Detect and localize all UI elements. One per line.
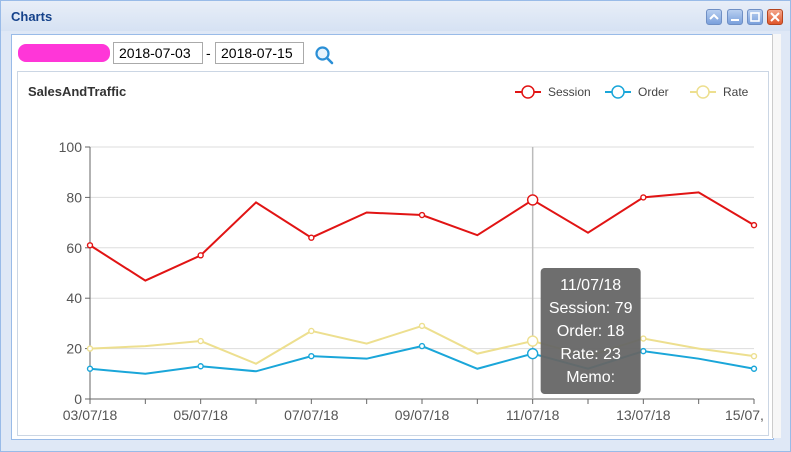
y-tick-label: 0 bbox=[74, 391, 82, 407]
y-tick-label: 60 bbox=[66, 240, 82, 256]
window-title: Charts bbox=[11, 9, 53, 24]
maximize-button[interactable] bbox=[747, 9, 763, 25]
window-body: - SalesAndTraffic 0 20 40 60 80 100 03/07/18 05/… bbox=[11, 34, 774, 440]
data-point-order bbox=[750, 365, 758, 372]
data-point-order bbox=[86, 365, 94, 372]
data-point-session bbox=[197, 252, 204, 259]
start-date-input[interactable] bbox=[113, 42, 203, 64]
tooltip: 11/07/18 Session: 79 Order: 18 Rate: 23 Memo… bbox=[540, 268, 641, 394]
sales-traffic-chart: SalesAndTraffic 0 20 40 60 80 100 03/07/18 05/07… bbox=[28, 84, 764, 423]
x-tick-label: 15/07, bbox=[725, 407, 764, 423]
x-tick-label: 11/07/18 bbox=[506, 407, 560, 423]
data-point-session bbox=[526, 194, 539, 206]
maximize-icon bbox=[750, 12, 760, 22]
y-tick-label: 80 bbox=[66, 189, 82, 205]
title-bar[interactable]: Charts bbox=[1, 1, 790, 31]
data-point-rate bbox=[308, 327, 315, 335]
collapse-button[interactable] bbox=[706, 9, 722, 25]
data-point-session bbox=[640, 194, 647, 201]
y-tick-label: 20 bbox=[66, 341, 82, 357]
scrollbar[interactable] bbox=[772, 34, 781, 438]
minimize-icon bbox=[731, 19, 739, 21]
chevron-up-icon bbox=[709, 13, 719, 20]
tooltip-memo: Memo: bbox=[566, 369, 615, 386]
data-point-order bbox=[526, 347, 539, 360]
data-point-order bbox=[197, 363, 204, 370]
legend-swatch-circle bbox=[696, 85, 710, 99]
chart-panel: SalesAndTraffic 0 20 40 60 80 100 03/07/18 05/07… bbox=[17, 71, 769, 436]
x-tick-label: 13/07/18 bbox=[616, 407, 671, 423]
redacted-label bbox=[18, 44, 110, 62]
data-point-order bbox=[418, 342, 426, 350]
close-button[interactable] bbox=[767, 9, 783, 25]
tooltip-box bbox=[540, 268, 641, 394]
tooltip-rate: Rate: 23 bbox=[560, 346, 621, 363]
data-point-rate bbox=[750, 352, 758, 360]
tooltip-session: Session: 79 bbox=[549, 300, 633, 317]
toolbar: - bbox=[12, 35, 773, 71]
data-point-rate bbox=[418, 322, 426, 330]
x-tick-label: 09/07/18 bbox=[395, 407, 450, 423]
tooltip-order: Order: 18 bbox=[557, 323, 625, 340]
legend-label-session: Session bbox=[548, 85, 591, 99]
legend-swatch-circle bbox=[611, 85, 625, 99]
data-point-rate bbox=[640, 335, 647, 342]
data-point-order bbox=[640, 347, 647, 355]
legend-label-rate: Rate bbox=[723, 85, 749, 99]
x-tick-label: 07/07/18 bbox=[284, 407, 339, 423]
data-point-rate bbox=[526, 335, 539, 347]
end-date-input[interactable] bbox=[215, 42, 304, 64]
data-point-session bbox=[308, 234, 315, 241]
series-line-session bbox=[89, 191, 755, 282]
x-tick-label: 05/07/18 bbox=[173, 407, 228, 423]
data-point-session bbox=[86, 242, 94, 249]
data-point-session bbox=[418, 211, 426, 219]
close-icon bbox=[770, 12, 780, 22]
data-point-rate bbox=[197, 337, 204, 345]
data-point-rate bbox=[86, 345, 94, 352]
y-tick-label: 40 bbox=[66, 290, 82, 306]
legend-swatch-circle bbox=[521, 85, 535, 99]
minimize-button[interactable] bbox=[727, 9, 743, 25]
search-button[interactable] bbox=[314, 45, 334, 65]
series-line-order bbox=[89, 345, 755, 375]
data-point-order bbox=[308, 352, 315, 360]
x-tick-label: 03/07/18 bbox=[63, 407, 118, 423]
tooltip-date: 11/07/18 bbox=[560, 277, 621, 294]
search-icon bbox=[315, 46, 334, 65]
date-separator: - bbox=[206, 45, 211, 61]
y-tick-label: 100 bbox=[59, 139, 83, 155]
data-point-session bbox=[750, 221, 758, 229]
legend-label-order: Order bbox=[638, 85, 669, 99]
chart-title: SalesAndTraffic bbox=[28, 84, 126, 99]
